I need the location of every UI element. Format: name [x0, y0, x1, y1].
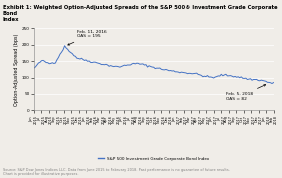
Text: Exhibit 1: Weighted Option-Adjusted Spreads of the S&P 500® Investment Grade Cor: Exhibit 1: Weighted Option-Adjusted Spre…: [3, 5, 277, 22]
Text: Source: S&P Dow Jones Indices LLC. Data from June 2015 to February 2018. Past pe: Source: S&P Dow Jones Indices LLC. Data …: [3, 168, 230, 176]
Text: Feb. 11, 2016
OAS = 195: Feb. 11, 2016 OAS = 195: [68, 30, 107, 45]
Legend: S&P 500 Investment Grade Corporate Bond Index: S&P 500 Investment Grade Corporate Bond …: [96, 155, 211, 162]
Y-axis label: Option-Adjusted Spread (bps): Option-Adjusted Spread (bps): [14, 33, 19, 106]
Text: Feb. 5, 2018
OAS = 82: Feb. 5, 2018 OAS = 82: [226, 85, 266, 101]
